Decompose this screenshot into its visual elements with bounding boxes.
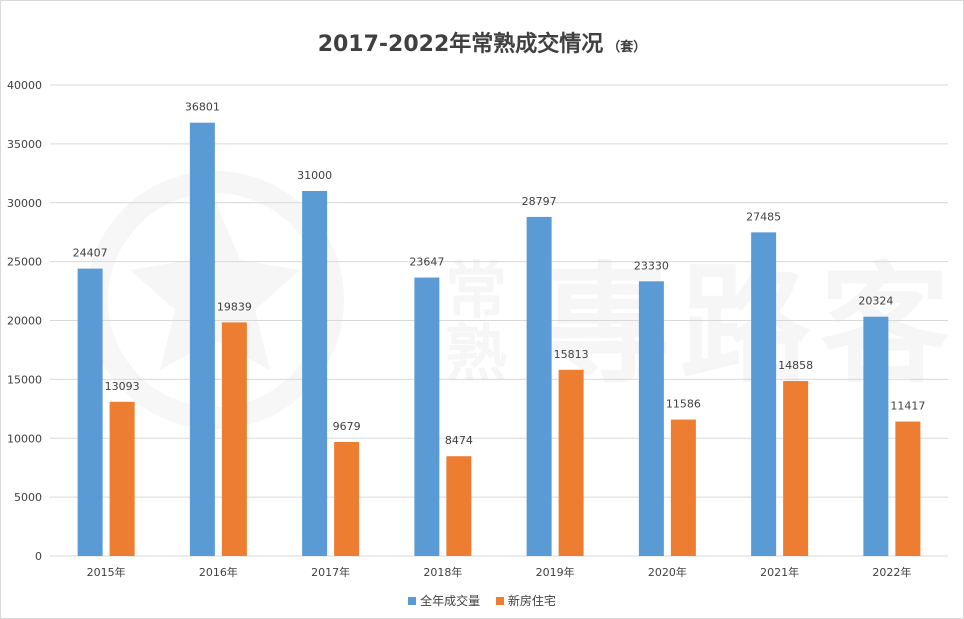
x-tick-label: 2020年 bbox=[648, 565, 687, 579]
x-tick-label: 2016年 bbox=[199, 565, 238, 579]
legend: 全年成交量 新房住宅 bbox=[0, 592, 964, 609]
watermark-logo-emblem bbox=[130, 200, 300, 370]
watermark-char-2: 熟 bbox=[445, 317, 507, 390]
x-tick-label: 2021年 bbox=[760, 565, 799, 579]
legend-label-series-2: 新房住宅 bbox=[507, 594, 556, 608]
bar bbox=[670, 419, 696, 556]
data-label: 31000 bbox=[297, 169, 332, 182]
data-label: 27485 bbox=[746, 210, 781, 223]
data-label: 13093 bbox=[105, 380, 140, 393]
y-tick-label: 20000 bbox=[7, 315, 42, 328]
bar bbox=[863, 316, 889, 556]
bar bbox=[638, 281, 664, 556]
legend-swatch-series-2 bbox=[495, 596, 504, 605]
data-label: 23330 bbox=[634, 259, 669, 272]
data-label: 11417 bbox=[890, 400, 925, 413]
y-tick-label: 15000 bbox=[7, 373, 42, 386]
bar bbox=[895, 421, 921, 556]
bar bbox=[109, 401, 135, 556]
data-label: 9679 bbox=[333, 420, 361, 433]
chart-title-text: 2017-2022年常熟成交情况 bbox=[317, 32, 604, 57]
bar bbox=[751, 232, 777, 556]
bar bbox=[221, 322, 247, 556]
bar bbox=[558, 369, 584, 556]
x-tick-label: 2019年 bbox=[536, 565, 575, 579]
bar bbox=[334, 442, 360, 556]
legend-item-series-1: 全年成交量 bbox=[408, 592, 480, 609]
data-label: 20324 bbox=[858, 295, 893, 308]
data-label: 28797 bbox=[522, 195, 557, 208]
data-label: 36801 bbox=[185, 101, 220, 114]
bar bbox=[414, 277, 440, 556]
y-tick-label: 30000 bbox=[7, 197, 42, 210]
data-label: 11586 bbox=[666, 398, 701, 411]
x-tick-label: 2018年 bbox=[423, 565, 462, 579]
data-label: 14858 bbox=[778, 359, 813, 372]
bar bbox=[77, 268, 103, 556]
y-tick-label: 10000 bbox=[7, 432, 42, 445]
bar bbox=[446, 456, 472, 556]
watermark-char-4: 路 bbox=[680, 249, 811, 401]
chart-title: 2017-2022年常熟成交情况 （套） bbox=[0, 26, 964, 58]
bar bbox=[302, 190, 328, 556]
legend-label-series-1: 全年成交量 bbox=[420, 594, 481, 608]
data-label: 24407 bbox=[73, 247, 108, 260]
data-label: 15813 bbox=[554, 348, 589, 361]
y-tick-label: 5000 bbox=[14, 491, 42, 504]
bar bbox=[783, 381, 809, 556]
legend-item-series-2: 新房住宅 bbox=[495, 592, 556, 609]
data-label: 8474 bbox=[445, 434, 473, 447]
y-tick-label: 25000 bbox=[7, 256, 42, 269]
bar bbox=[526, 216, 552, 556]
data-label: 23647 bbox=[409, 256, 444, 269]
x-tick-label: 2017年 bbox=[311, 565, 350, 579]
x-tick-label: 2022年 bbox=[872, 565, 911, 579]
legend-swatch-series-1 bbox=[408, 596, 417, 605]
chart-title-unit: （套） bbox=[607, 40, 647, 55]
y-tick-label: 40000 bbox=[7, 79, 42, 92]
watermark-char-1: 常 bbox=[445, 254, 507, 327]
y-tick-label: 0 bbox=[35, 550, 42, 563]
bar bbox=[189, 122, 215, 557]
x-tick-label: 2015年 bbox=[87, 565, 126, 579]
y-tick-label: 35000 bbox=[7, 138, 42, 151]
data-label: 19839 bbox=[217, 300, 252, 313]
